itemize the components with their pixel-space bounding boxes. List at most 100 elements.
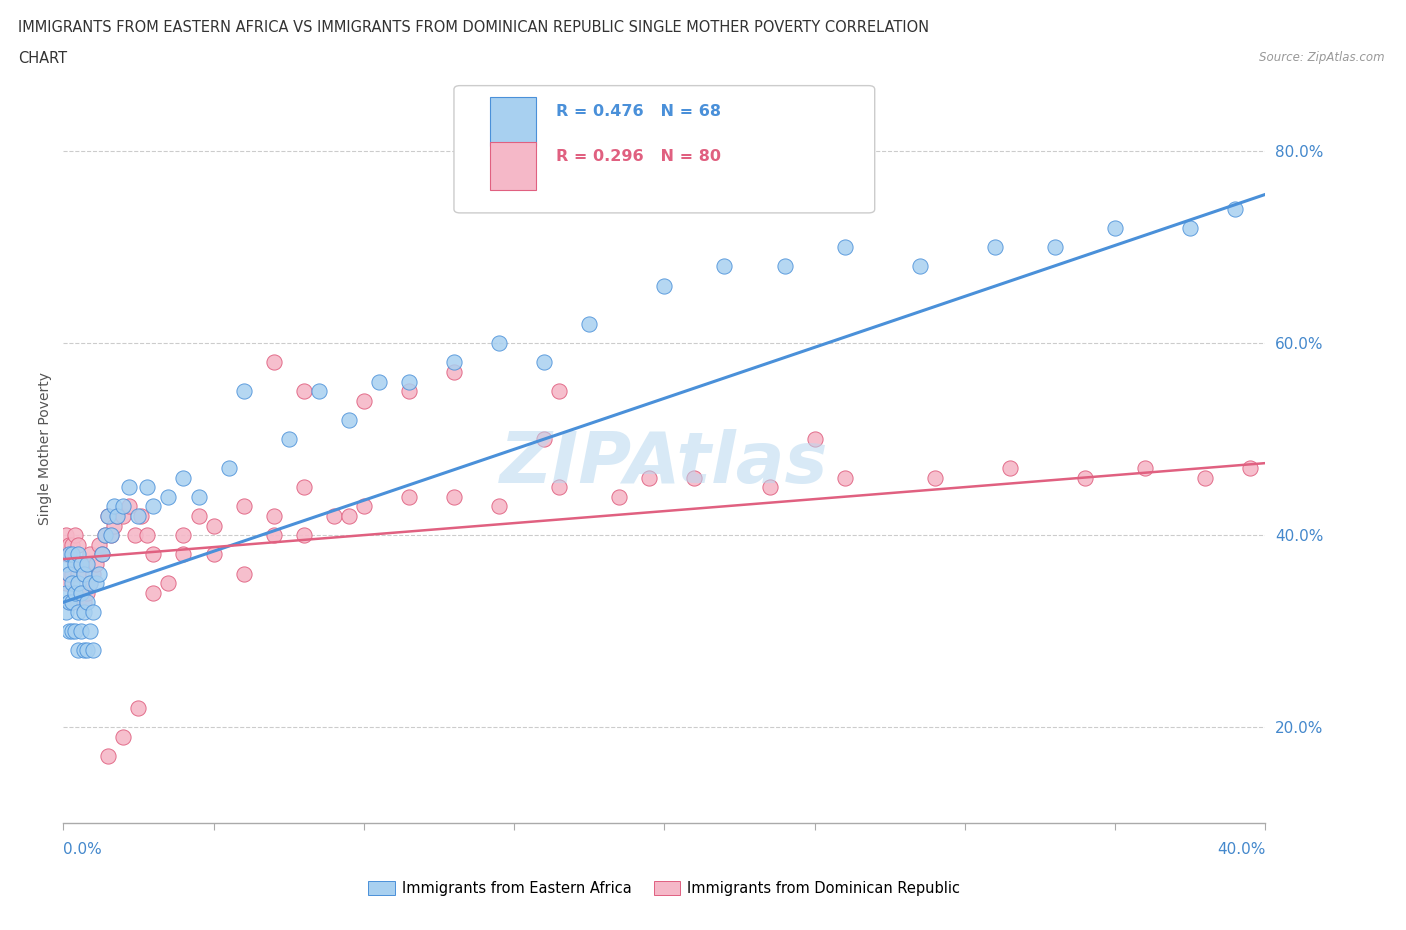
Point bbox=[65, 556, 87, 571]
Point bbox=[103, 518, 125, 533]
Legend: Immigrants from Eastern Africa, Immigrants from Dominican Republic: Immigrants from Eastern Africa, Immigran… bbox=[363, 875, 966, 902]
Point bbox=[172, 470, 194, 485]
Point bbox=[834, 240, 856, 255]
Point bbox=[292, 527, 315, 542]
Point bbox=[142, 585, 165, 600]
Point bbox=[1194, 470, 1216, 485]
Point bbox=[76, 643, 98, 658]
Point bbox=[337, 509, 360, 524]
Point bbox=[65, 624, 87, 639]
Point bbox=[218, 460, 240, 475]
Point bbox=[136, 480, 159, 495]
Point bbox=[86, 576, 108, 591]
Point bbox=[67, 547, 90, 562]
Text: CHART: CHART bbox=[18, 51, 67, 66]
Point bbox=[82, 566, 104, 581]
Point bbox=[443, 489, 465, 504]
Point bbox=[131, 509, 153, 524]
Point bbox=[488, 498, 510, 513]
Point bbox=[73, 595, 96, 610]
Point bbox=[70, 556, 93, 571]
Point bbox=[91, 547, 114, 562]
Text: 40.0%: 40.0% bbox=[1218, 842, 1265, 857]
Point bbox=[142, 547, 165, 562]
FancyBboxPatch shape bbox=[454, 86, 875, 213]
Point bbox=[118, 498, 141, 513]
Text: R = 0.476   N = 68: R = 0.476 N = 68 bbox=[557, 104, 721, 119]
Point bbox=[533, 355, 555, 370]
Point bbox=[67, 604, 90, 619]
Point bbox=[89, 538, 111, 552]
Point bbox=[76, 556, 98, 571]
Point bbox=[758, 480, 780, 495]
Point bbox=[353, 498, 375, 513]
Point bbox=[112, 729, 135, 744]
Point bbox=[67, 643, 90, 658]
Point bbox=[100, 527, 122, 542]
Point bbox=[1043, 240, 1066, 255]
Point bbox=[82, 643, 104, 658]
Point bbox=[367, 374, 389, 389]
Text: ZIPAtlas: ZIPAtlas bbox=[501, 430, 828, 498]
Point bbox=[263, 355, 285, 370]
Point bbox=[55, 585, 77, 600]
Point bbox=[443, 355, 465, 370]
Point bbox=[232, 566, 254, 581]
Point bbox=[488, 336, 510, 351]
Point bbox=[803, 432, 825, 446]
Point bbox=[908, 259, 931, 273]
Point bbox=[683, 470, 706, 485]
Point bbox=[118, 480, 141, 495]
Point bbox=[548, 480, 571, 495]
Point bbox=[73, 556, 96, 571]
Point bbox=[70, 585, 93, 600]
Point bbox=[998, 460, 1021, 475]
Point bbox=[924, 470, 946, 485]
Point bbox=[277, 432, 299, 446]
Point bbox=[86, 556, 108, 571]
Point bbox=[984, 240, 1007, 255]
Point bbox=[136, 527, 159, 542]
Point bbox=[97, 509, 120, 524]
Point bbox=[76, 556, 98, 571]
Point bbox=[533, 432, 555, 446]
Point bbox=[79, 576, 101, 591]
Point bbox=[292, 384, 315, 399]
Point bbox=[103, 498, 125, 513]
Point bbox=[60, 566, 83, 581]
Point bbox=[58, 547, 80, 562]
Point bbox=[263, 509, 285, 524]
Point bbox=[91, 547, 114, 562]
Point bbox=[55, 576, 77, 591]
Text: R = 0.296   N = 80: R = 0.296 N = 80 bbox=[557, 149, 721, 164]
Point bbox=[232, 384, 254, 399]
Point bbox=[124, 527, 146, 542]
Point bbox=[398, 384, 420, 399]
Point bbox=[713, 259, 735, 273]
Point bbox=[58, 595, 80, 610]
Point bbox=[1074, 470, 1097, 485]
Point bbox=[202, 547, 225, 562]
Point bbox=[1104, 220, 1126, 235]
Point bbox=[548, 384, 571, 399]
Point bbox=[1225, 201, 1247, 216]
Point bbox=[67, 566, 90, 581]
Point bbox=[398, 489, 420, 504]
Point bbox=[58, 566, 80, 581]
Point bbox=[398, 374, 420, 389]
Point bbox=[73, 604, 96, 619]
Point bbox=[112, 509, 135, 524]
Point bbox=[65, 527, 87, 542]
Point bbox=[1135, 460, 1157, 475]
Point bbox=[58, 624, 80, 639]
Text: 0.0%: 0.0% bbox=[63, 842, 103, 857]
Point bbox=[157, 489, 180, 504]
FancyBboxPatch shape bbox=[491, 97, 536, 145]
Point bbox=[308, 384, 330, 399]
Point bbox=[202, 518, 225, 533]
Point bbox=[65, 585, 87, 600]
Point bbox=[60, 595, 83, 610]
Point bbox=[73, 643, 96, 658]
Point bbox=[607, 489, 630, 504]
Point bbox=[187, 509, 209, 524]
